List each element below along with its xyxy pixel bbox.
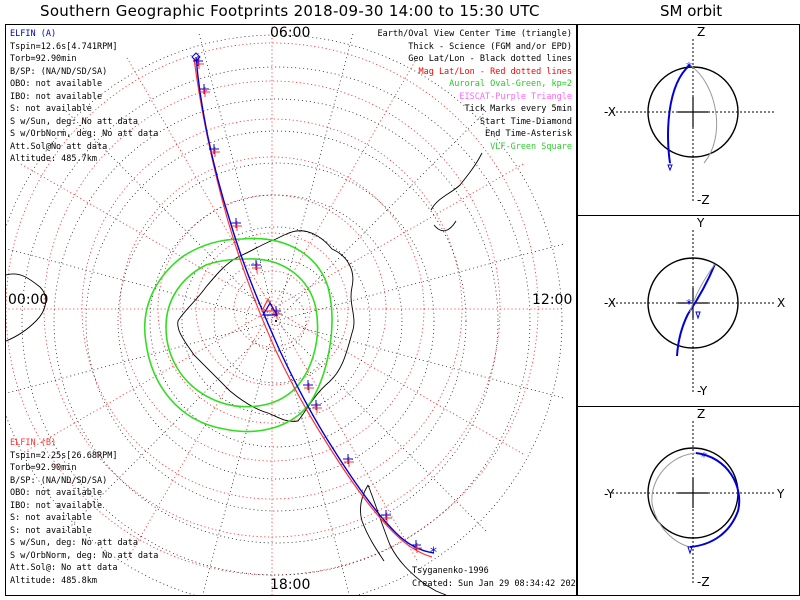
geo-latlon-grid [6,31,566,595]
hour-label-bottom: 18:00 [270,577,311,593]
elfin-b-line: S w/OrbNorm, deg: No att data [10,550,159,561]
sm1-top-label: Z [697,25,706,39]
polar-map: * [6,25,566,595]
auroral-oval-inner [165,258,319,408]
legend-item: VLF-Green Square [490,141,572,152]
sm3-left-label: -Y [604,487,615,501]
legend-item: End Time-Asterisk [485,129,572,139]
elfin-b-line: S: not available [10,513,92,523]
elfin-b-line: IBO: not available [10,500,103,511]
elfin-a-line: S: not available [10,104,92,114]
start-diamond [191,52,201,62]
sm2-left-label: -X [604,296,616,310]
elfin-a-line: S w/OrbNorm, deg: No att data [10,129,159,139]
sm1-left-label: -X [604,105,616,119]
elfin-a-line: Altitude: 485.7km [10,154,97,164]
svg-text:*: * [686,60,692,74]
sm-orbit-xy-panel: * Y -Y -X X [577,215,800,407]
center-triangle-blue [261,301,279,316]
sm-orbit-yz-plot: * [612,421,774,583]
sm3-right-label: Y [777,487,785,501]
model-label: Tsyganenko-1996 [412,566,489,576]
elfin-a-line: IBO: not available [10,91,103,102]
elfin-a-line: Tspin=12.6s[4.741RPM] [10,41,118,52]
legend-item: Earth/Oval View Center Time (triangle) [377,29,572,39]
legend-item: Mag Lat/Lon - Red dotted lines [418,66,572,77]
mag-latlon-grid [6,25,562,595]
elfin-a-line: OBO: not available [10,79,103,89]
sm-orbit-xz-plot: * [612,39,774,203]
sm1-bottom-label: -Z [697,193,710,207]
elfin-b-track [193,57,433,558]
legend: Earth/Oval View Center Time (triangle) Th… [378,28,572,153]
sm-orbit-xz-panel: * Z -Z -X [577,24,800,216]
legend-item: Tick Marks every 5min [464,104,572,114]
hour-label-top: 06:00 [270,25,311,41]
sm2-right-label: X [777,296,786,310]
svg-text:*: * [701,450,707,464]
sm-orbit-xy-plot: * [612,230,774,394]
elfin-b-line: Att.Sol@: No att data [10,563,118,573]
elfin-a-name: ELFIN (A) [10,29,57,39]
sm3-bottom-label: -Z [697,575,710,589]
elfin-a-info: ELFIN (A) Tspin=12.6s[4.741RPM] Torb=92.9… [10,28,158,166]
legend-item: Thick - Science (FGM and/or EPD) [408,41,572,52]
elfin-b-line: B/SP: (NA/ND/SD/SA) [10,475,108,486]
tick-marks [193,56,422,553]
elfin-b-line: OBO: not available [10,488,103,498]
created-label: Created: Sun Jan 29 08:34:42 2023 [412,578,581,589]
legend-item: EISCAT-Purple Triangle [459,91,572,102]
elfin-b-name: ELFIN (B) [10,438,57,448]
elfin-a-line: S w/Sun, deg: No att data [10,116,138,127]
australia-coastline [6,273,47,342]
legend-item: Start Time-Diamond [479,116,572,127]
elfin-b-line: Tspin=2.25s[26.68RPM] [10,450,118,461]
elfin-b-info: ELFIN (B) Tspin=2.25s[26.68RPM] Torb=92.9… [10,437,158,587]
sm2-bottom-label: -Y [697,384,708,398]
elfin-b-line: S w/Sun, deg: No att data [10,538,138,548]
elfin-b-line: S: not available [10,525,92,536]
elfin-b-line: Altitude: 485.8km [10,575,97,586]
auroral-oval-outer [144,237,333,433]
plot-title: Southern Geographic Footprints 2018-09-3… [40,2,540,20]
hour-label-left: 00:00 [8,292,49,308]
elfin-a-line: B/SP: (NA/ND/SD/SA) [10,66,108,77]
elfin-a-track [195,56,435,554]
sm-orbit-yz-panel: * Z -Z -Y Y [577,406,800,596]
elfin-a-line: Torb=92.90min [10,54,77,64]
legend-item: Geo Lat/Lon - Black dotted lines [408,54,572,64]
hour-label-right: 12:00 [532,292,573,308]
sm2-top-label: Y [697,216,705,230]
polar-map-panel: * 06:00 00:00 12:00 18:00 ELFIN (A) Tspi… [5,24,581,596]
footer: Tsyganenko-1996 Created: Sun Jan 29 08:3… [412,565,581,590]
end-asterisk: * [430,545,437,561]
svg-text:*: * [686,297,692,311]
sm3-top-label: Z [697,407,706,421]
legend-item: Auroral Oval-Green, kp=2 [449,79,572,89]
africa-coastline [430,152,483,232]
sm-orbit-title: SM orbit [660,2,723,20]
elfin-b-line: Torb=92.90min [10,463,77,473]
elfin-a-line: Att.Sol@No att data [10,141,108,152]
